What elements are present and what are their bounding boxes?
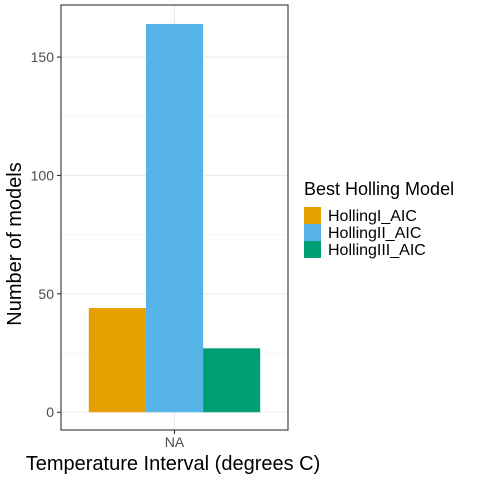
legend-key	[304, 224, 321, 241]
legend-label: HollingII_AIC	[328, 225, 421, 242]
panel-border	[60, 4, 289, 431]
y-axis-title: Number of models	[4, 162, 26, 325]
y-tick-label: 100	[31, 167, 55, 183]
legend-label: HollingI_AIC	[328, 208, 417, 225]
plot-area: NA 0 50 100 150	[31, 4, 289, 450]
legend-label: HollingIII_AIC	[328, 242, 426, 259]
bar	[88, 308, 146, 413]
y-tick-label: 150	[31, 49, 55, 65]
x-tick-label: NA	[165, 434, 185, 450]
y-tick-label: 0	[46, 404, 54, 420]
bar	[145, 23, 204, 413]
bar	[203, 348, 261, 413]
legend-key	[304, 207, 321, 224]
legend-key	[304, 241, 321, 258]
legend-title: Best Holling Model	[304, 179, 454, 199]
x-axis-title: Temperature Interval (degrees C)	[26, 453, 321, 475]
y-tick-label: 50	[38, 286, 54, 302]
